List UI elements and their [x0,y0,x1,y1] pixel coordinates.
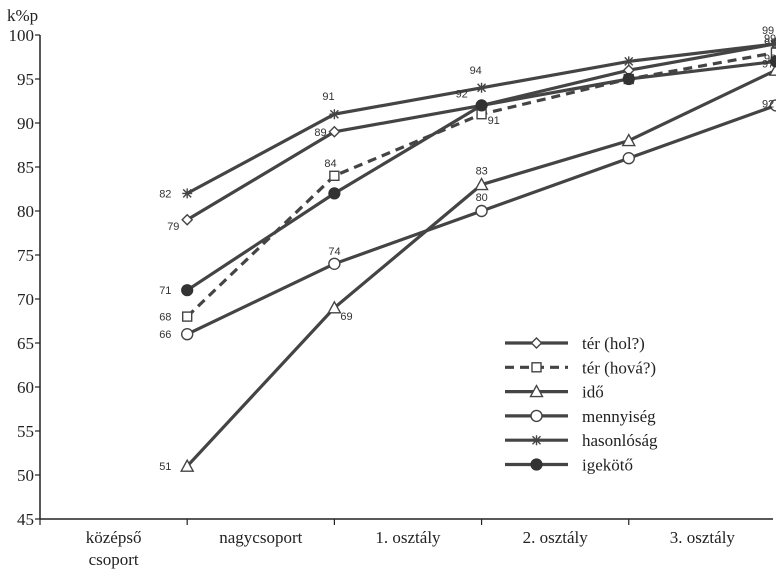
y-tick-label: 55 [17,422,34,441]
y-tick-label: 90 [17,114,34,133]
data-label: 51 [159,461,171,473]
data-point [531,362,542,373]
data-label: 96 [764,53,776,65]
x-category-label: csoport [89,550,139,569]
legend-label: hasonlóság [582,431,658,450]
data-point [530,337,543,349]
data-point [329,109,340,120]
y-tick-label: 50 [17,466,34,485]
data-point [328,125,341,138]
x-category-label: középső [86,528,142,547]
legend: tér (hol?) tér (hová?) idő mennyiség hasonló… [505,334,658,475]
x-category-label: 3. osztály [670,528,736,547]
data-point [531,435,542,446]
data-point [474,177,489,191]
series-line [186,68,776,468]
data-label: 66 [159,329,171,341]
data-point [328,257,341,270]
data-label: 84 [324,158,336,170]
legend-item: hasonlóság [505,431,658,450]
data-point [530,458,543,471]
data-label: 97 [762,58,774,70]
data-label: 91 [322,91,334,103]
data-point [530,409,543,423]
legend-item: tér (hol?) [505,334,645,353]
legend-item: idő [505,383,604,402]
legend-label: idő [582,383,604,402]
legend-label: mennyiség [582,407,656,426]
data-point [623,56,634,67]
data-point [181,284,194,297]
data-point [182,188,193,199]
legend-label: tér (hová?) [582,358,656,377]
x-category-label: 1. osztály [375,528,441,547]
data-point [328,187,341,200]
data-label: 82 [159,188,171,200]
data-point [181,213,194,226]
series-hasonl-s-g: 82 91 94 99 [159,25,776,200]
legend-label: igekötő [582,456,633,475]
x-category-label: nagycsoport [219,528,302,547]
series-line [186,103,776,336]
data-point [329,170,340,182]
y-tick-label: 45 [17,510,34,529]
data-point [475,99,488,112]
y-tick-label: 100 [9,26,35,45]
x-category-label: 2. osztály [523,528,589,547]
data-point [327,300,342,314]
legend-item: tér (hová?) [505,358,656,377]
data-label: 68 [159,312,171,324]
series-igek-t-: 71 92 97 [159,55,776,297]
series-mennyis-g: 66 74 80 92 [159,98,776,341]
data-label: 94 [470,65,482,77]
data-point [529,384,544,398]
legend-label: tér (hol?) [582,334,645,353]
data-point [180,458,195,472]
data-label: 83 [476,166,488,178]
data-point [181,311,193,322]
data-label: 80 [476,192,488,204]
data-label: 99 [762,25,774,37]
data-point [475,204,488,218]
data-point [621,133,636,147]
data-point [180,328,194,341]
data-label: 74 [328,246,340,258]
data-label: 69 [340,311,352,323]
y-axis-label: k%p [7,6,38,25]
data-point [622,151,635,165]
data-label: 71 [159,285,171,297]
data-point [476,82,487,93]
data-label: 91 [488,115,500,127]
y-tick-label: 85 [17,158,34,177]
data-label: 89 [314,127,326,139]
data-label: 92 [762,98,774,110]
data-label: 79 [167,221,179,233]
series-id-: 51 69 83 96 [159,53,776,473]
y-tick-label: 75 [17,246,34,265]
y-tick-label: 95 [17,70,34,89]
legend-item: mennyiség [505,407,656,426]
y-tick-label: 65 [17,334,34,353]
data-point [622,72,635,86]
y-tick-label: 80 [17,202,34,221]
y-tick-label: 70 [17,290,34,309]
y-tick-label: 60 [17,378,34,397]
legend-item: igekötő [505,456,633,475]
data-label: 92 [456,88,468,100]
